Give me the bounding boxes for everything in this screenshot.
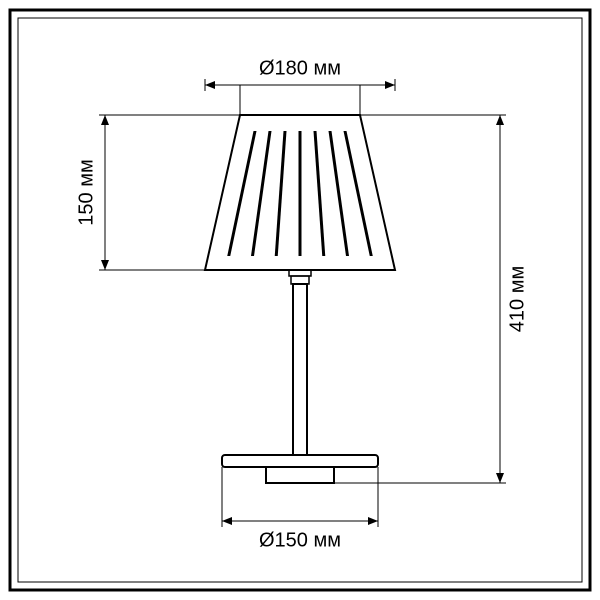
svg-text:Ø180 мм: Ø180 мм: [259, 57, 341, 79]
diagram-frame: Ø180 мм 150 мм 410 мм Ø150 мм: [0, 0, 600, 600]
svg-text:150 мм: 150 мм: [75, 159, 97, 225]
lamp-dimension-diagram: Ø180 мм 150 мм 410 мм Ø150 мм: [0, 0, 600, 600]
svg-text:410 мм: 410 мм: [506, 266, 528, 332]
svg-text:Ø150 мм: Ø150 мм: [259, 529, 341, 551]
